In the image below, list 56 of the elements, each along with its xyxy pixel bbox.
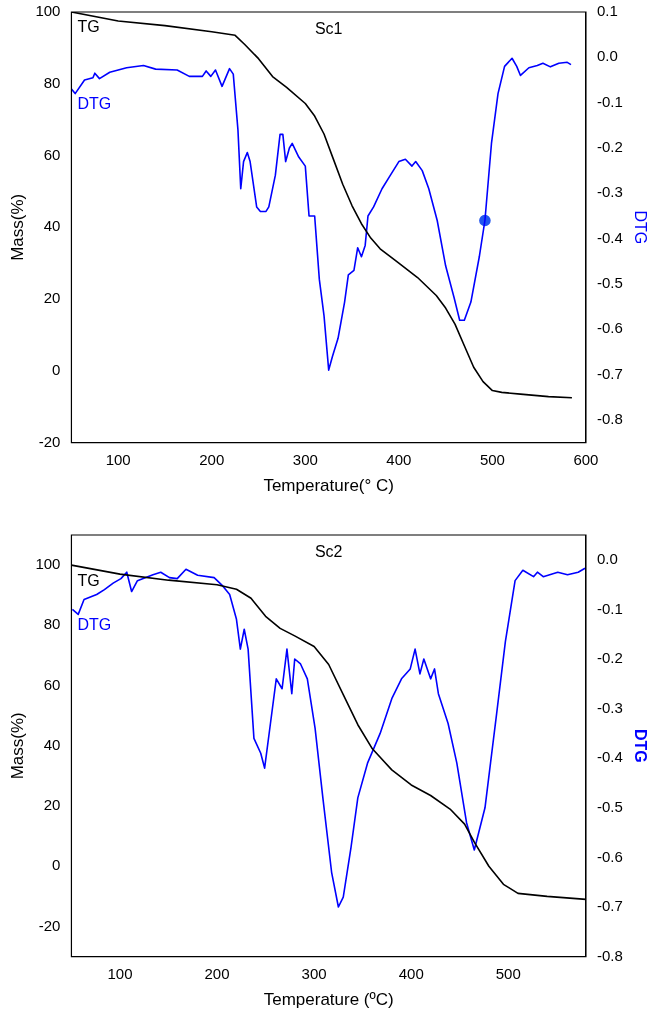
x-tick-label: 400 [398, 964, 424, 982]
y2-tick-label: 0.0 [596, 549, 618, 567]
text: Sc1 [314, 20, 343, 38]
y-tick-label: 100 [35, 2, 61, 20]
y-tick-label: 0 [52, 856, 61, 874]
x-tick-label: 200 [199, 450, 225, 468]
x-tick-label: 100 [105, 450, 131, 468]
y-tick-label: -20 [38, 432, 61, 450]
y-tick-label: 40 [43, 735, 61, 753]
series-label: DTG [77, 615, 112, 633]
y-tick-label: 20 [43, 289, 61, 307]
y2-tick-label: -0.3 [596, 698, 623, 716]
y-tick-label: 40 [43, 217, 61, 235]
y2-tick-label: -0.7 [596, 364, 623, 382]
y-axis-title: Mass(%) [7, 193, 27, 261]
y-tick-label: 0 [52, 360, 61, 378]
y2-tick-label: -0.5 [596, 797, 623, 815]
y2-tick-label: -0.6 [596, 319, 623, 337]
y2-tick-label: -0.4 [596, 748, 623, 766]
y-tick-label: -20 [38, 916, 61, 934]
y-tick-label: 80 [43, 615, 61, 633]
y-tick-label: 20 [43, 796, 61, 814]
y2-tick-label: -0.7 [596, 897, 623, 915]
text: Sc2 [314, 543, 343, 561]
y2-axis-title: DTG [631, 728, 649, 763]
y2-tick-label: -0.5 [596, 274, 623, 292]
x-tick-label: 600 [573, 450, 599, 468]
y2-tick-label: -0.2 [596, 138, 623, 156]
x-tick-label: 200 [204, 964, 230, 982]
y-tick-label: 60 [43, 145, 61, 163]
y2-tick-label: 0.0 [596, 47, 618, 65]
y-tick-label: 80 [43, 73, 61, 91]
y-axis-title: Mass(%) [7, 712, 27, 780]
y2-tick-label: -0.6 [596, 847, 623, 865]
x-tick-label: 400 [386, 450, 412, 468]
series-label: DTG [77, 95, 112, 113]
y2-tick-label: -0.8 [596, 946, 623, 964]
y2-tick-label: -0.2 [596, 649, 623, 667]
y-tick-label: 100 [35, 555, 61, 573]
series-label: TG [77, 571, 100, 589]
y2-tick-label: -0.1 [596, 92, 623, 110]
y2-tick-label: 0.1 [596, 2, 618, 20]
x-tick-label: 500 [479, 450, 505, 468]
y2-tick-label: -0.4 [596, 228, 623, 246]
y-tick-label: 60 [43, 675, 61, 693]
x-tick-label: 300 [292, 450, 318, 468]
x-axis-title: Temperature (ºC) [263, 990, 394, 1010]
series-label: TG [77, 18, 100, 36]
x-tick-label: 100 [107, 964, 133, 982]
x-tick-label: 300 [301, 964, 327, 982]
y2-tick-label: -0.1 [596, 599, 623, 617]
y2-tick-label: -0.3 [596, 183, 623, 201]
x-axis-title: Temperature(° C) [263, 476, 394, 496]
x-tick-label: 500 [495, 964, 521, 982]
y2-tick-label: -0.8 [596, 410, 623, 428]
y2-axis-title: DTG [631, 210, 649, 245]
